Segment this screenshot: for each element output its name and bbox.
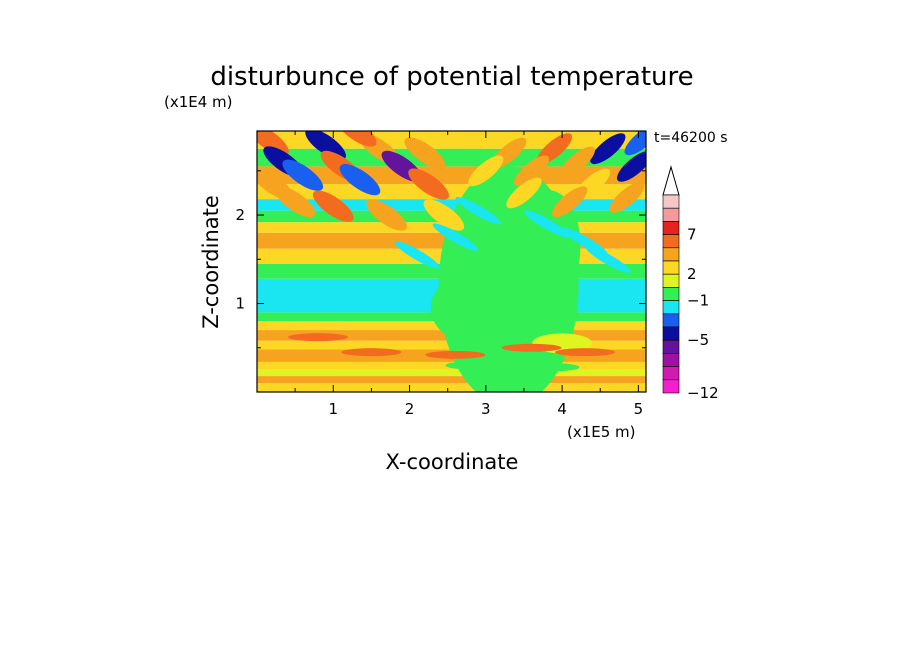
chart-title: disturbunce of potential temperature xyxy=(210,62,693,92)
colorbar-label: −1 xyxy=(687,292,709,310)
contour-blob xyxy=(423,199,465,231)
contour-blob xyxy=(497,190,581,329)
contour-blob xyxy=(408,168,449,200)
contour-blob xyxy=(366,199,407,231)
contour-blob xyxy=(468,155,504,187)
y-axis: 12 xyxy=(235,170,646,349)
colorbar-swatch xyxy=(662,194,680,209)
contour-blob xyxy=(455,196,501,225)
y-tick-label: 2 xyxy=(235,206,245,224)
contour-blob xyxy=(257,131,289,156)
colorbar-extend-arrow xyxy=(662,165,680,196)
contour-blob xyxy=(305,131,346,160)
contour-blob xyxy=(445,361,496,370)
contour-blob xyxy=(341,348,402,357)
colorbar-swatch xyxy=(662,207,680,222)
x-axis: 1 2 3 4 5 xyxy=(294,131,644,418)
colorbar-swatch xyxy=(662,366,680,381)
contour-blob xyxy=(432,223,478,251)
contour-blob xyxy=(585,245,631,273)
colorbar-swatch xyxy=(662,234,680,249)
contour-band xyxy=(257,376,646,384)
contour-band xyxy=(257,199,646,211)
colorbar-swatch xyxy=(662,339,680,354)
x-tick-label: 3 xyxy=(481,400,491,418)
plot-frame xyxy=(256,130,647,393)
colorbar-swatch xyxy=(662,313,680,328)
contour-blob xyxy=(483,365,534,374)
contour-blob xyxy=(506,177,542,209)
y-axis-label: Z-coordinate xyxy=(199,195,223,329)
contour-blob xyxy=(624,131,646,156)
colorbar-swatch xyxy=(662,353,680,367)
colorbar-label: −5 xyxy=(687,331,709,349)
contour-blob xyxy=(288,333,349,342)
contour-blob xyxy=(554,348,615,357)
contour-blob xyxy=(590,133,626,165)
colorbar-label: 2 xyxy=(687,265,697,283)
contour-blob xyxy=(529,363,580,372)
x-tick-label: 1 xyxy=(329,400,339,418)
contour-field xyxy=(257,131,646,392)
contour-blob xyxy=(394,241,440,269)
x-tick-label: 5 xyxy=(634,400,644,418)
contour-blob xyxy=(501,343,562,352)
colorbar-label: 7 xyxy=(687,226,697,244)
contour-blob xyxy=(609,181,645,213)
colorbar: 7 2 −1 −5 −12 xyxy=(662,165,719,402)
colorbar-swatch xyxy=(662,287,680,301)
contour-blob xyxy=(404,137,446,169)
colorbar-swatch xyxy=(662,300,680,315)
x-tick-label: 4 xyxy=(557,400,567,418)
contour-blob xyxy=(425,350,486,359)
colorbar-label: −12 xyxy=(687,384,719,402)
colorbar-swatch xyxy=(662,273,680,288)
x-axis-label: X-coordinate xyxy=(386,450,519,474)
contour-blob xyxy=(257,168,293,200)
time-label: t=46200 s xyxy=(654,130,728,146)
y-tick-label: 1 xyxy=(235,295,245,313)
colorbar-swatch xyxy=(662,260,680,275)
contour-blob xyxy=(513,155,550,187)
contour-blob xyxy=(552,186,588,218)
contour-blob xyxy=(524,210,570,238)
contour-blob xyxy=(616,150,646,182)
contour-blob xyxy=(339,164,381,196)
contour-blob xyxy=(312,190,354,222)
contour-blob xyxy=(559,146,595,178)
colorbar-swatch xyxy=(662,379,680,394)
contour-band xyxy=(257,368,646,377)
contour-band xyxy=(257,383,646,392)
contour-blob xyxy=(282,159,324,191)
x-unit-label: (x1E5 m) xyxy=(567,423,636,441)
x-tick-label: 2 xyxy=(405,400,415,418)
contour-blob xyxy=(335,131,377,147)
colorbar-swatch xyxy=(662,247,680,262)
y-unit-label: (x1E4 m) xyxy=(164,93,233,111)
colorbar-swatch xyxy=(662,326,680,341)
colorbar-swatch xyxy=(662,221,680,235)
